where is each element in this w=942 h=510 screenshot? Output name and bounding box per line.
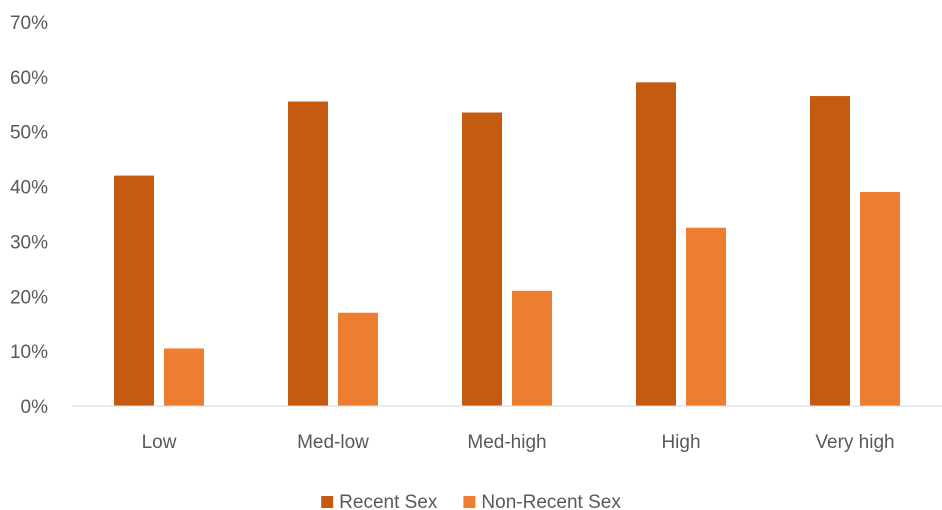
bars xyxy=(114,82,900,407)
y-tick-label: 70% xyxy=(10,13,48,34)
y-tick-label: 30% xyxy=(10,232,48,253)
bar-recent-sex-high xyxy=(636,82,676,406)
legend-item-recent-sex: Recent Sex xyxy=(321,492,438,510)
y-tick-label: 50% xyxy=(10,123,48,144)
y-axis-ticks: 0% 10% 20% 30% 40% 50% 60% 70% xyxy=(10,13,48,418)
bar-recent-sex-med-low xyxy=(288,101,328,407)
y-tick-label: 0% xyxy=(21,397,49,418)
x-tick-label: Low xyxy=(142,432,177,453)
x-tick-label: Very high xyxy=(815,432,894,453)
x-axis-labels: Low Med-low Med-high High Very high xyxy=(142,432,895,453)
x-tick-label: Med-low xyxy=(297,432,369,453)
legend: Recent Sex Non-Recent Sex xyxy=(321,492,621,510)
legend-swatch xyxy=(321,496,334,508)
y-tick-label: 10% xyxy=(10,342,48,363)
x-tick-label: High xyxy=(661,432,700,453)
bar-non-recent-sex-low xyxy=(164,348,204,406)
bar-recent-sex-med-high xyxy=(462,112,502,406)
legend-swatch xyxy=(463,496,476,508)
bar-recent-sex-very-high xyxy=(810,96,850,407)
y-tick-label: 60% xyxy=(10,68,48,89)
y-tick-label: 40% xyxy=(10,178,48,199)
legend-label: Recent Sex xyxy=(339,492,438,510)
bar-non-recent-sex-high xyxy=(686,227,726,406)
legend-item-non-recent-sex: Non-Recent Sex xyxy=(463,492,621,510)
bar-non-recent-sex-med-high xyxy=(512,290,552,406)
bar-non-recent-sex-very-high xyxy=(860,192,900,406)
bar-non-recent-sex-med-low xyxy=(338,312,378,406)
y-tick-label: 20% xyxy=(10,287,48,308)
bar-recent-sex-low xyxy=(114,175,154,406)
x-tick-label: Med-high xyxy=(467,432,546,453)
legend-label: Non-Recent Sex xyxy=(481,492,621,510)
